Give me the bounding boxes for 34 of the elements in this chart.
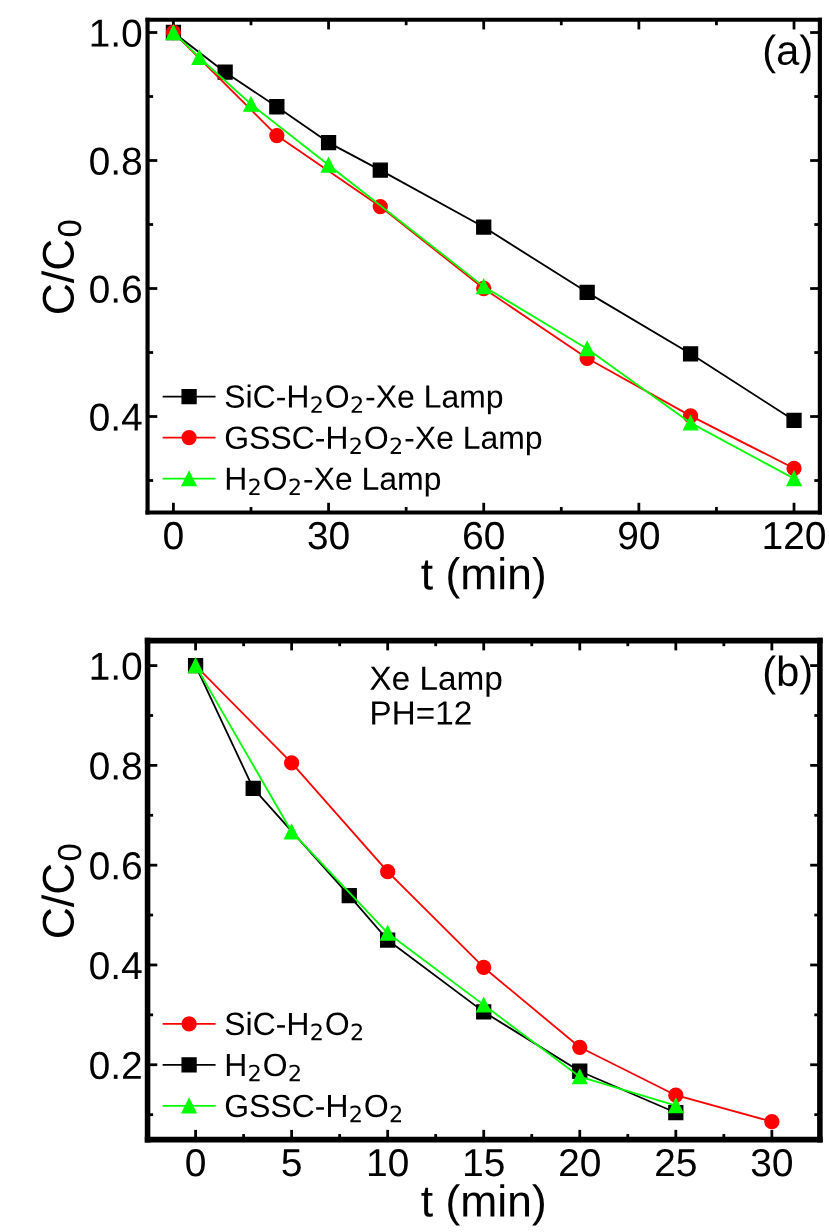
x-tick-label: 10 [369, 1148, 408, 1177]
x-tick-label: 0 [186, 1148, 205, 1177]
legend-label: H$_{2}$O$_{2}$-Xe Lamp [226, 467, 441, 497]
y-tick-label: 0.8 [90, 752, 142, 780]
x-tick-label: 60 [464, 521, 504, 550]
y-tick-label: 1.0 [91, 652, 142, 681]
legend-label: SiC-H$_{2}$O$_{2}$ [225, 1011, 362, 1041]
x-tick-label: 5 [282, 1149, 301, 1177]
x-tick-label: 120 [764, 521, 825, 550]
annotation: Xe Lamp PH=12 [370, 666, 502, 725]
y-tick-label: 0.4 [90, 403, 142, 431]
annotation: (a) [764, 34, 811, 74]
x-tick-label: 25 [656, 1148, 696, 1177]
x-tick-label: 20 [560, 1148, 600, 1177]
y-tick-label: 0.4 [90, 951, 142, 980]
x-tick-label: 30 [751, 1148, 792, 1177]
y-tick-label: 0.2 [90, 1051, 141, 1080]
legend-label: SiC-H$_{2}$O$_{2}$-Xe Lamp [225, 384, 503, 415]
y-axis-title: C/C$_{0}$ [41, 844, 82, 937]
x-tick-label: 90 [619, 521, 659, 550]
annotation: (b) [764, 655, 811, 695]
y-axis-title: C/C$_{0}$ [41, 220, 82, 313]
x-tick-label: 0 [164, 521, 183, 550]
legend-label: H$_{2}$O$_{2}$ [226, 1053, 300, 1082]
y-tick-label: 0.8 [90, 147, 142, 175]
x-tick-label: 15 [465, 1149, 504, 1177]
x-axis-title: t (min) [421, 1184, 544, 1226]
x-axis-title: t (min) [421, 557, 544, 599]
y-tick-label: 0.6 [90, 852, 141, 880]
y-tick-label: 0.6 [90, 275, 141, 303]
y-tick-label: 1.0 [91, 19, 142, 47]
x-tick-label: 30 [308, 521, 349, 550]
legend-label: GSSC-H$_{2}$O$_{2}$-Xe Lamp [225, 426, 542, 456]
legend-label: GSSC-H$_{2}$O$_{2}$ [225, 1094, 402, 1123]
